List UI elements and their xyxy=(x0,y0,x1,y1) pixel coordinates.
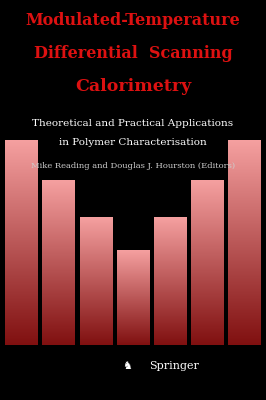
Text: Modulated-Temperature: Modulated-Temperature xyxy=(26,12,240,29)
Text: Differential  Scanning: Differential Scanning xyxy=(34,45,232,62)
Text: in Polymer Characterisation: in Polymer Characterisation xyxy=(59,138,207,148)
Text: Calorimetry: Calorimetry xyxy=(75,78,191,96)
Text: Theoretical and Practical Applications: Theoretical and Practical Applications xyxy=(32,119,234,128)
Text: Mike Reading and Douglas J. Hourston (Editors): Mike Reading and Douglas J. Hourston (Ed… xyxy=(31,162,235,170)
Text: ♞: ♞ xyxy=(123,361,133,371)
Text: Springer: Springer xyxy=(149,361,199,371)
